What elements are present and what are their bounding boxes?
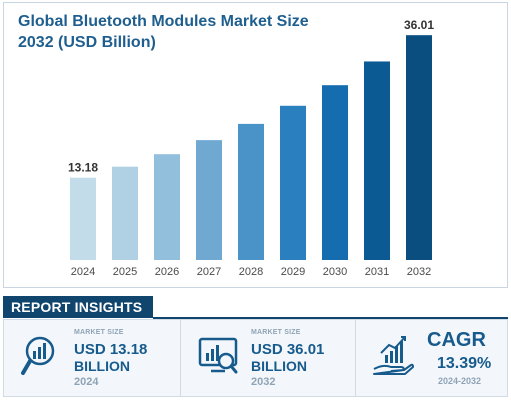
x-tick-label: 2025 bbox=[113, 266, 137, 278]
chart-title-line-1: Global Bluetooth Modules Market Size bbox=[18, 13, 309, 30]
x-tick-label: 2031 bbox=[365, 266, 389, 278]
data-label-2024: 13.18 bbox=[68, 161, 98, 175]
cagr-value: 13.39% bbox=[437, 355, 492, 372]
market-size-2032-panel: MARKET SIZE USD 36.01 BILLION 2032 bbox=[180, 320, 356, 396]
market-size-year: 2032 bbox=[251, 376, 276, 388]
report-insights-header: REPORT INSIGHTS bbox=[3, 296, 153, 318]
report-insights-panel: MARKET SIZE USD 13.18 BILLION 2024 MARKE… bbox=[3, 319, 508, 397]
x-tick-label: 2026 bbox=[155, 266, 179, 278]
x-tick-label: 2029 bbox=[281, 266, 305, 278]
cagr-year-range: 2024-2032 bbox=[438, 376, 482, 386]
x-tick-label: 2024 bbox=[71, 266, 95, 278]
magnifier-chart-icon bbox=[21, 336, 55, 375]
x-tick-label: 2032 bbox=[407, 266, 431, 278]
market-size-value: USD 13.18 bbox=[74, 341, 148, 358]
cagr-label: CAGR bbox=[427, 329, 486, 351]
market-size-2024-panel: MARKET SIZE USD 13.18 BILLION 2024 bbox=[4, 320, 180, 396]
x-tick-label: 2030 bbox=[323, 266, 347, 278]
market-size-label: MARKET SIZE bbox=[74, 329, 124, 336]
bar-2030 bbox=[322, 85, 348, 261]
bar-chart: 2024 13.18 2025 2026 2027 2028 2029 2030 2031 203… bbox=[68, 18, 434, 278]
bar-2026 bbox=[154, 154, 180, 260]
monitor-chart-icon bbox=[198, 337, 238, 374]
market-size-value: USD 36.01 bbox=[251, 341, 325, 358]
bar-2024 bbox=[70, 177, 96, 260]
chart-title-line-2: 2032 (USD Billion) bbox=[18, 34, 156, 51]
growth-hand-icon bbox=[373, 336, 414, 375]
market-size-unit: BILLION bbox=[251, 358, 307, 374]
bar-2031 bbox=[364, 61, 390, 260]
bar-2028 bbox=[238, 123, 264, 260]
market-size-unit: BILLION bbox=[74, 358, 130, 374]
x-tick-label: 2027 bbox=[197, 266, 221, 278]
bar-2025 bbox=[112, 166, 138, 260]
bar-2032 bbox=[406, 35, 432, 260]
cagr-panel: CAGR 13.39% 2024-2032 bbox=[355, 320, 507, 396]
data-label-2032: 36.01 bbox=[404, 18, 434, 32]
bar-2027 bbox=[196, 140, 222, 260]
market-size-label: MARKET SIZE bbox=[251, 329, 301, 336]
x-tick-label: 2028 bbox=[239, 266, 263, 278]
insights-divider bbox=[153, 317, 508, 319]
chart-title: Global Bluetooth Modules Market Size 203… bbox=[18, 11, 348, 53]
bar-2029 bbox=[280, 105, 306, 260]
market-size-year: 2024 bbox=[74, 376, 99, 388]
